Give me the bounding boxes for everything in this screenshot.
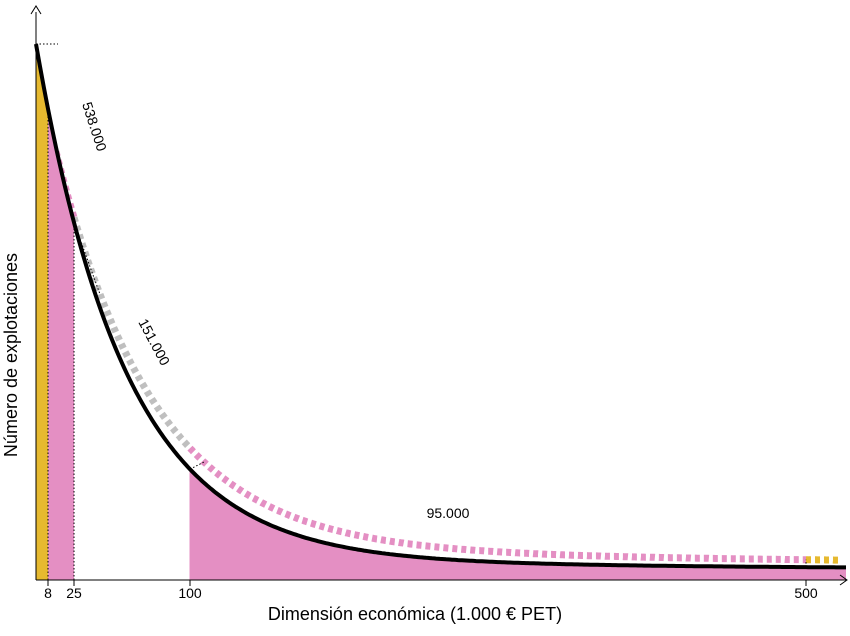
y-axis-arrow-icon (30, 5, 42, 15)
area-segment-2 (190, 469, 846, 580)
annotation-band-2 (70, 216, 193, 451)
annotation-dashed-bands (52, 150, 840, 564)
x-tick-label: 8 (44, 585, 52, 601)
y-axis-title: Número de explotaciones (1, 253, 21, 457)
annotation-label: 538.000 (79, 100, 110, 153)
x-axis-arrow-icon (839, 574, 848, 586)
guide-line-4 (189, 461, 205, 470)
x-tick-label: 100 (178, 585, 202, 601)
x-tick-label: 25 (66, 585, 82, 601)
x-axis-title: Dimensión económica (1.000 € PET) (268, 604, 562, 624)
axes (30, 5, 848, 586)
annotation-label: 151.000 (135, 316, 173, 368)
area-fills (36, 44, 846, 580)
x-ticks: 8 25 100 500 (44, 580, 818, 601)
area-segment-1 (48, 108, 74, 580)
guide-line-3 (73, 222, 101, 295)
distribution-curve (34, 43, 846, 570)
x-tick-label: 500 (794, 585, 818, 601)
annotation-band-3 (187, 445, 806, 564)
annotation-labels: 538.000 151.000 95.000 (79, 100, 469, 521)
annotation-label: 95.000 (427, 505, 470, 521)
area-segment-0 (36, 44, 48, 580)
guide-lines (36, 43, 807, 580)
